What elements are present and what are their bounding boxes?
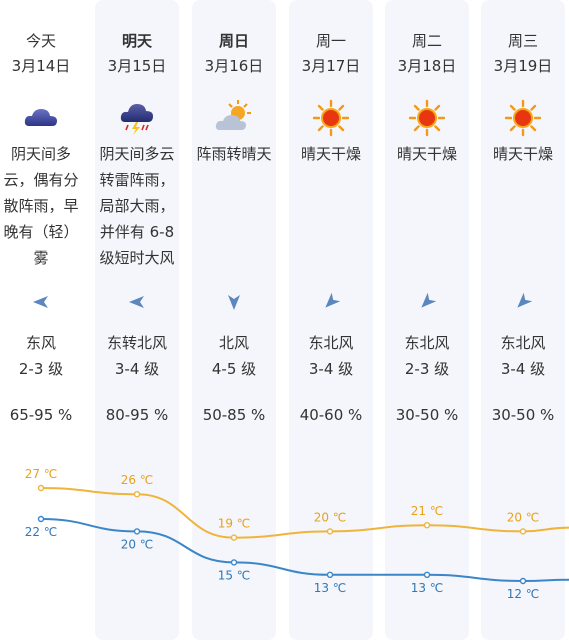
weather-description: 晴天干燥 (492, 145, 553, 163)
wind-direction: 东风 (25, 334, 56, 352)
sun-icon (481, 98, 565, 138)
high-temp-label: 20 ℃ (314, 510, 347, 524)
day-label: 周二 (411, 32, 442, 50)
low-temp-point (326, 571, 334, 579)
day-label: 周日 (218, 32, 249, 50)
weather-description: 阴天间多云转雷阵雨，局部大雨，并伴有 6-8 级短时大风 (99, 145, 175, 267)
wind-arrow-icon (95, 292, 179, 312)
day-column: 周日 3月16日 阵雨转晴天 北风 4-5 级 50-85 % (192, 0, 276, 640)
wind-direction: 北风 (218, 334, 249, 352)
high-temp-point (326, 528, 334, 535)
low-temp-point (37, 515, 45, 523)
day-label: 周一 (315, 32, 346, 50)
day-column: 明天 3月15日 阴天间多云转雷阵雨，局部大雨，并伴有 6-8 级短时大风 东转… (95, 0, 179, 640)
high-temp-point (133, 491, 141, 498)
high-temp-point (423, 521, 431, 529)
low-temp-label: 22 ℃ (25, 525, 58, 539)
day-column: 今天 3月14日 阴天间多云，偶有分散阵雨，早晚有（轻）雾 东风 2-3 级 6… (0, 0, 83, 640)
day-label: 明天 (121, 32, 152, 50)
date-label: 3月18日 (397, 57, 457, 75)
sun-icon (385, 98, 469, 138)
low-temp-label: 13 ℃ (314, 581, 347, 595)
date-label: 3月16日 (204, 57, 264, 75)
partly-sunny-rain-icon (192, 98, 276, 138)
low-temp-label: 13 ℃ (411, 581, 444, 595)
high-temp-point (519, 528, 527, 535)
sun-icon (289, 98, 373, 138)
humidity: 30-50 % (491, 406, 555, 424)
wind-arrow-icon (192, 292, 276, 312)
date-label: 3月14日 (11, 57, 71, 75)
high-temp-label: 26 ℃ (121, 473, 154, 487)
weather-description: 晴天干燥 (396, 145, 457, 163)
low-temp-label: 15 ℃ (218, 568, 251, 582)
humidity: 50-85 % (202, 406, 266, 424)
wind-level: 2-3 级 (18, 360, 64, 378)
day-label: 今天 (25, 32, 56, 50)
wind-arrow-icon (481, 292, 565, 312)
wind-level: 3-4 级 (500, 360, 546, 378)
wind-level: 3-4 级 (114, 360, 160, 378)
low-temp-point (133, 528, 141, 535)
low-temp-label: 12 ℃ (507, 587, 540, 601)
low-temp-point (519, 577, 527, 585)
high-temp-point (230, 534, 238, 541)
temperature-chart: 27 ℃ 26 ℃ 19 ℃ 20 ℃ 21 ℃ 20 ℃ 22 ℃ 20 ℃ 15 ℃ 13 ℃… (25, 467, 569, 601)
weather-description: 阵雨转晴天 (196, 145, 272, 163)
wind-direction: 东北风 (308, 334, 354, 352)
high-temp-label: 27 ℃ (25, 467, 58, 481)
weather-description: 阴天间多云，偶有分散阵雨，早晚有（轻）雾 (3, 145, 79, 267)
wind-direction: 东转北风 (106, 334, 167, 352)
humidity: 40-60 % (299, 406, 363, 424)
humidity: 65-95 % (9, 406, 73, 424)
wind-direction: 东北风 (500, 334, 546, 352)
cloud-icon (0, 98, 83, 138)
wind-arrow-icon (0, 292, 83, 312)
high-temp-label: 20 ℃ (507, 510, 540, 524)
wind-arrow-icon (385, 292, 469, 312)
wind-arrow-icon (289, 292, 373, 312)
high-temp-label: 21 ℃ (411, 504, 444, 518)
day-label: 周三 (507, 32, 538, 50)
high-temp-point (37, 484, 45, 492)
wind-level: 2-3 级 (404, 360, 450, 378)
high-temp-label: 19 ℃ (218, 517, 251, 531)
low-temp-point (423, 571, 431, 579)
humidity: 30-50 % (395, 406, 459, 424)
date-label: 3月17日 (301, 57, 361, 75)
low-temp-label: 20 ℃ (121, 537, 154, 551)
date-label: 3月15日 (107, 57, 167, 75)
day-column: 周二 3月18日 晴天干燥 东北风 2-3 级 30-50 % (385, 0, 469, 640)
low-temp-point (230, 559, 238, 566)
humidity: 80-95 % (105, 406, 169, 424)
thunderstorm-icon (95, 98, 179, 138)
wind-level: 4-5 级 (211, 360, 257, 378)
day-column: 周三 3月19日 晴天干燥 东北风 3-4 级 30-50 % (481, 0, 565, 640)
wind-direction: 东北风 (404, 334, 450, 352)
weather-description: 晴天干燥 (300, 145, 361, 163)
wind-level: 3-4 级 (308, 360, 354, 378)
date-label: 3月19日 (493, 57, 553, 75)
